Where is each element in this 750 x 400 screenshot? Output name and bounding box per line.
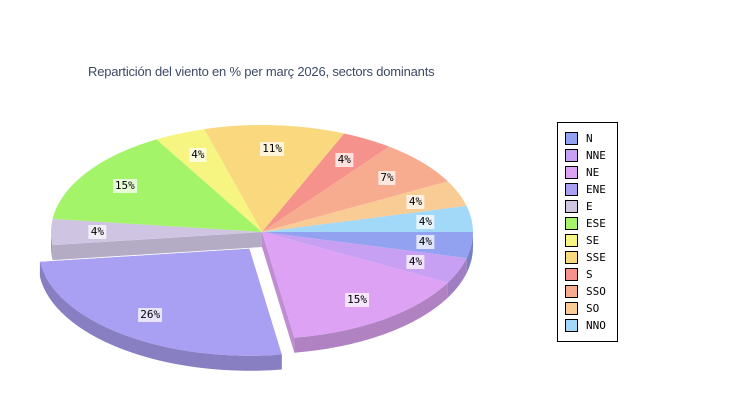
pie-cut-face-E [52,232,262,261]
legend: N NNE NE ENE E ESE SE SSE S SSO SO NNO [557,122,618,342]
legend-swatch-S [565,268,578,281]
legend-item-N: N [565,130,615,147]
legend-item-NNE: NNE [565,147,615,164]
pie-slice-SE [156,129,262,232]
legend-swatch-NNO [565,319,578,332]
legend-label-N: N [586,132,593,145]
pie-cut-face-NE [262,232,295,353]
pie-slice-NE [262,232,448,338]
legend-swatch-NE [565,166,578,179]
legend-item-NNO: NNO [565,317,615,334]
pie-slice-S [262,133,390,232]
legend-label-S: S [586,268,593,281]
legend-label-SSO: SSO [586,285,606,298]
legend-label-ESE: ESE [586,217,606,230]
pie-rim-wall-E [51,232,53,261]
pie-slice-ESE [52,139,262,232]
legend-label-NE: NE [586,166,600,179]
legend-swatch-SO [565,302,578,315]
legend-label-ENE: ENE [586,183,606,196]
pie-rim-wall-N [466,232,473,274]
legend-swatch-ENE [565,183,578,196]
legend-item-SSO: SSO [565,283,615,300]
legend-item-SSE: SSE [565,249,615,266]
legend-item-S: S [565,266,615,283]
legend-swatch-E [565,200,578,213]
legend-label-NNO: NNO [586,319,606,332]
legend-item-NE: NE [565,164,615,181]
legend-swatch-SSO [565,285,578,298]
pie-rim-wall-NNE [447,258,467,298]
legend-swatch-SSE [565,251,578,264]
pie-rim-wall-ENE [39,261,282,371]
pie-slice-ENE [39,248,282,356]
legend-swatch-N [565,132,578,145]
legend-label-SSE: SSE [586,251,606,264]
legend-swatch-NNE [565,149,578,162]
legend-label-SE: SE [586,234,600,247]
legend-item-ENE: ENE [565,181,615,198]
legend-item-SE: SE [565,232,615,249]
pie-slice-SSE [204,124,345,232]
pie-rim-wall-NE [294,282,448,353]
legend-item-E: E [565,198,615,215]
pie-slice-SSO [262,146,448,232]
chart-title: Repartición del viento en % per març 202… [88,64,435,79]
legend-label-E: E [586,200,593,213]
legend-label-NNE: NNE [586,149,606,162]
legend-item-ESE: ESE [565,215,615,232]
pie-slice-NNE [262,232,467,283]
pie-slice-SO [262,181,467,232]
legend-swatch-SE [565,234,578,247]
legend-swatch-ESE [565,217,578,230]
legend-item-SO: SO [565,300,615,317]
legend-label-SO: SO [586,302,600,315]
